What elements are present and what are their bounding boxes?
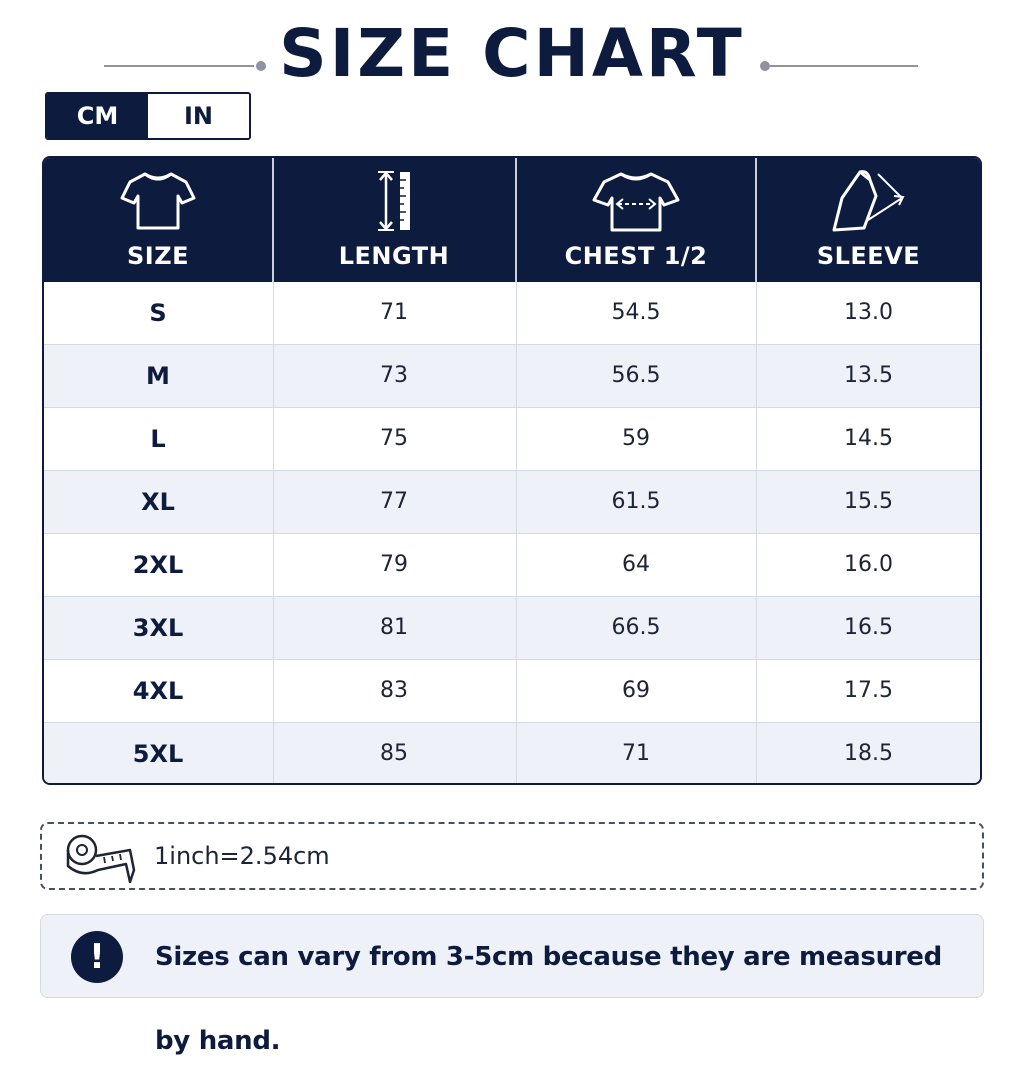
- page-title: SIZE CHART: [279, 15, 745, 92]
- title-divider-right: [770, 65, 918, 67]
- length-cell: 85: [380, 741, 408, 766]
- sleeve-cell: 16.5: [844, 615, 893, 640]
- ruler-length-icon: [274, 168, 514, 238]
- size-cell: XL: [141, 488, 175, 516]
- table-row: S 71 54.5 13.0: [44, 282, 980, 345]
- tshirt-chest-icon: [517, 168, 755, 238]
- column-divider: [756, 282, 757, 783]
- chest-cell: 64: [622, 552, 650, 577]
- unit-in-button[interactable]: IN: [148, 94, 249, 138]
- size-cell: 5XL: [132, 740, 184, 768]
- size-cell: 4XL: [132, 677, 184, 705]
- measuring-tape-icon: [64, 830, 136, 884]
- title-row: SIZE CHART: [0, 14, 1024, 94]
- size-cell: 2XL: [132, 551, 184, 579]
- chest-cell: 56.5: [611, 363, 661, 388]
- length-cell: 73: [380, 363, 408, 388]
- unit-toggle: CM IN: [45, 92, 251, 140]
- column-divider: [273, 282, 274, 783]
- header-chest: CHEST 1/2: [517, 158, 755, 282]
- column-divider: [516, 282, 517, 783]
- header-sleeve-label: SLEEVE: [816, 242, 921, 270]
- title-dot-right: [760, 61, 770, 71]
- header-length-label: LENGTH: [338, 242, 450, 270]
- header-divider: [755, 158, 757, 282]
- table-header: SIZE LENGT: [44, 158, 980, 282]
- sleeve-icon: [757, 168, 980, 238]
- size-cell: 3XL: [132, 614, 184, 642]
- title-dot-left: [256, 61, 266, 71]
- header-divider: [272, 158, 274, 282]
- sleeve-cell: 16.0: [844, 552, 893, 577]
- exclamation-icon: !: [71, 931, 123, 983]
- sleeve-cell: 13.0: [844, 300, 893, 325]
- note-text: Sizes can vary from 3-5cm because they a…: [155, 942, 942, 1056]
- table-row: 2XL 79 64 16.0: [44, 534, 980, 597]
- size-cell: M: [146, 362, 170, 390]
- length-cell: 83: [380, 678, 408, 703]
- header-sleeve: SLEEVE: [757, 158, 980, 282]
- chest-cell: 71: [622, 741, 650, 766]
- tshirt-icon: [44, 168, 272, 238]
- table-row: M 73 56.5 13.5: [44, 345, 980, 408]
- table-row: 5XL 85 71 18.5: [44, 723, 980, 783]
- conversion-text: 1inch=2.54cm: [154, 842, 330, 870]
- unit-cm-button[interactable]: CM: [47, 94, 148, 138]
- conversion-box: 1inch=2.54cm: [40, 822, 984, 890]
- length-cell: 75: [380, 426, 408, 451]
- size-cell: L: [150, 425, 166, 453]
- chest-cell: 61.5: [611, 489, 661, 514]
- sleeve-cell: 17.5: [844, 678, 893, 703]
- sleeve-cell: 13.5: [844, 363, 893, 388]
- size-cell: S: [149, 299, 167, 327]
- header-size-label: SIZE: [126, 242, 189, 270]
- length-cell: 79: [380, 552, 408, 577]
- header-chest-label: CHEST 1/2: [564, 242, 708, 270]
- header-length: LENGTH: [274, 158, 514, 282]
- header-size: SIZE: [44, 158, 272, 282]
- table-row: 4XL 83 69 17.5: [44, 660, 980, 723]
- length-cell: 77: [380, 489, 408, 514]
- length-cell: 81: [380, 615, 408, 640]
- sleeve-cell: 18.5: [844, 741, 893, 766]
- title-divider-left: [104, 65, 254, 67]
- chest-cell: 54.5: [611, 300, 661, 325]
- chest-cell: 66.5: [611, 615, 661, 640]
- chest-cell: 69: [622, 678, 650, 703]
- sleeve-cell: 14.5: [844, 426, 893, 451]
- sleeve-cell: 15.5: [844, 489, 893, 514]
- table-row: L 75 59 14.5: [44, 408, 980, 471]
- measurement-note: ! Sizes can vary from 3-5cm because they…: [40, 914, 984, 1056]
- chest-cell: 59: [622, 426, 650, 451]
- table-row: XL 77 61.5 15.5: [44, 471, 980, 534]
- length-cell: 71: [380, 300, 408, 325]
- header-divider: [515, 158, 517, 282]
- table-row: 3XL 81 66.5 16.5: [44, 597, 980, 660]
- size-table: SIZE LENGT: [42, 156, 982, 785]
